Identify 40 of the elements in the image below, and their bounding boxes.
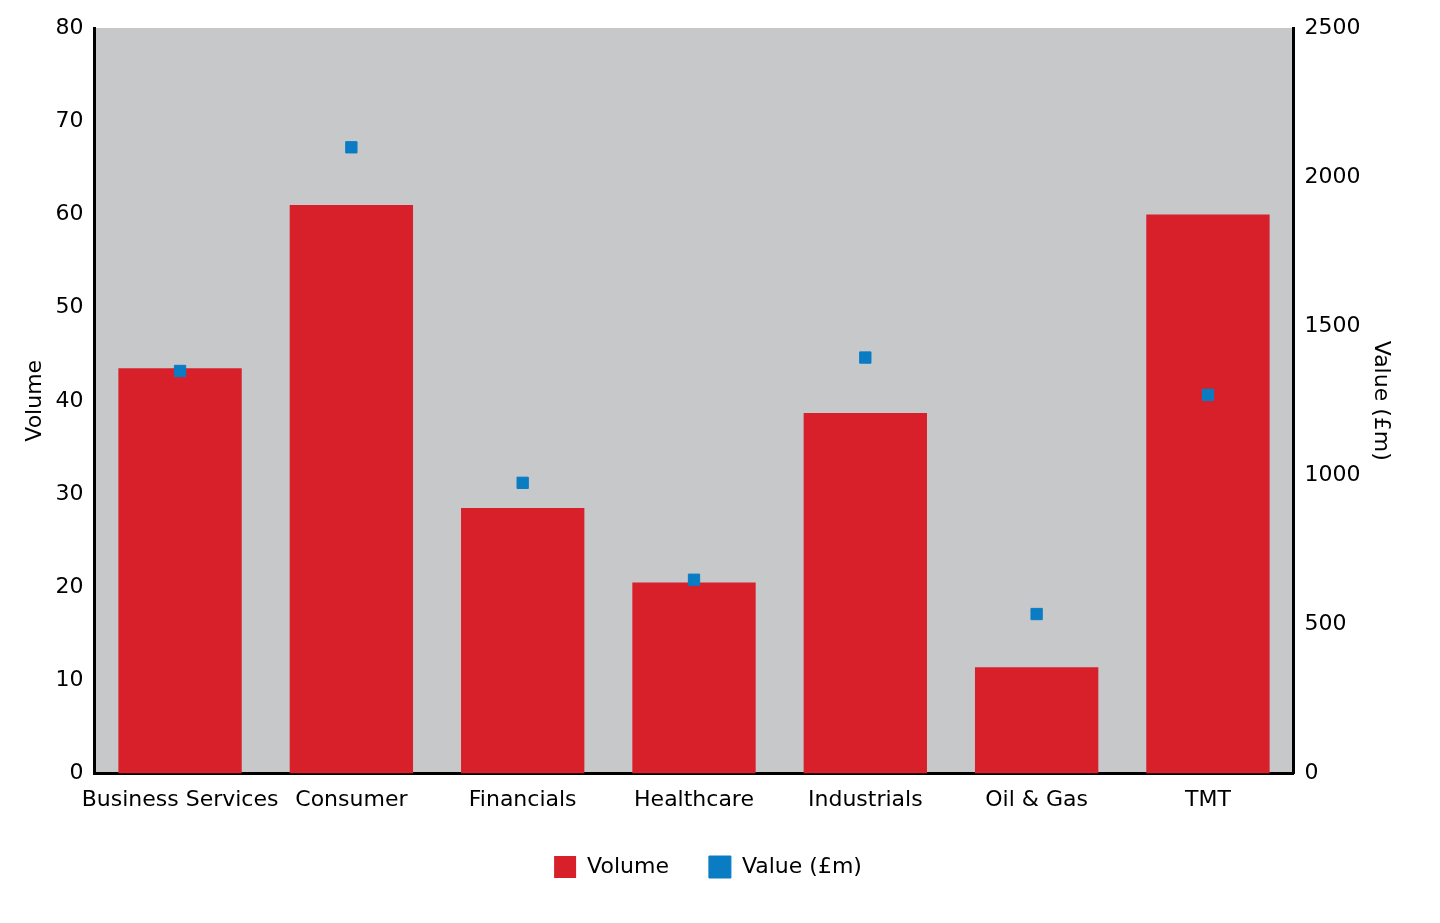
bar bbox=[974, 667, 1099, 774]
point bbox=[687, 573, 701, 586]
x-tick-label: Consumer bbox=[295, 785, 409, 811]
bar bbox=[118, 368, 242, 774]
y-tick-label: 30 bbox=[55, 479, 84, 505]
legend-label: Value (£m) bbox=[741, 852, 862, 878]
y-tick-label: 40 bbox=[55, 386, 84, 412]
bar bbox=[461, 507, 585, 774]
x-tick-label: Financials bbox=[468, 785, 577, 811]
y-tick-label: 0 bbox=[69, 759, 84, 785]
point bbox=[345, 141, 358, 154]
point bbox=[173, 364, 187, 378]
y2-tick-label: 0 bbox=[1304, 759, 1319, 785]
x-tick-label: TMT bbox=[1184, 785, 1232, 811]
x-tick-label: Healthcare bbox=[634, 785, 754, 811]
x-tick-label: Industrials bbox=[808, 785, 923, 811]
point bbox=[1030, 607, 1043, 621]
y2-tick-label: 2000 bbox=[1304, 162, 1361, 188]
y-tick-label: 10 bbox=[55, 666, 84, 692]
point bbox=[1201, 388, 1215, 401]
y2-tick-label: 1500 bbox=[1304, 311, 1361, 337]
point bbox=[516, 476, 529, 489]
y2-tick-label: 1000 bbox=[1304, 461, 1361, 487]
bar bbox=[803, 412, 927, 774]
y-tick-label: 20 bbox=[55, 572, 84, 598]
legend-label: Volume bbox=[587, 852, 669, 878]
y-tick-label: 60 bbox=[55, 200, 84, 226]
y2-tick-label: 500 bbox=[1304, 610, 1347, 636]
bar bbox=[289, 205, 414, 774]
bar bbox=[632, 582, 756, 774]
y-tick-label: 80 bbox=[55, 13, 84, 39]
y-axis-title: Volume bbox=[20, 359, 46, 442]
point bbox=[859, 351, 872, 364]
bar bbox=[1146, 214, 1270, 774]
y-tick-label: 70 bbox=[55, 106, 84, 132]
x-tick-label: Business Services bbox=[81, 785, 279, 811]
y2-axis-title: Value (£m) bbox=[1370, 340, 1396, 461]
x-tick-label: Oil & Gas bbox=[985, 785, 1088, 811]
y2-tick-label: 2500 bbox=[1304, 13, 1361, 39]
y-tick-label: 50 bbox=[55, 293, 84, 319]
